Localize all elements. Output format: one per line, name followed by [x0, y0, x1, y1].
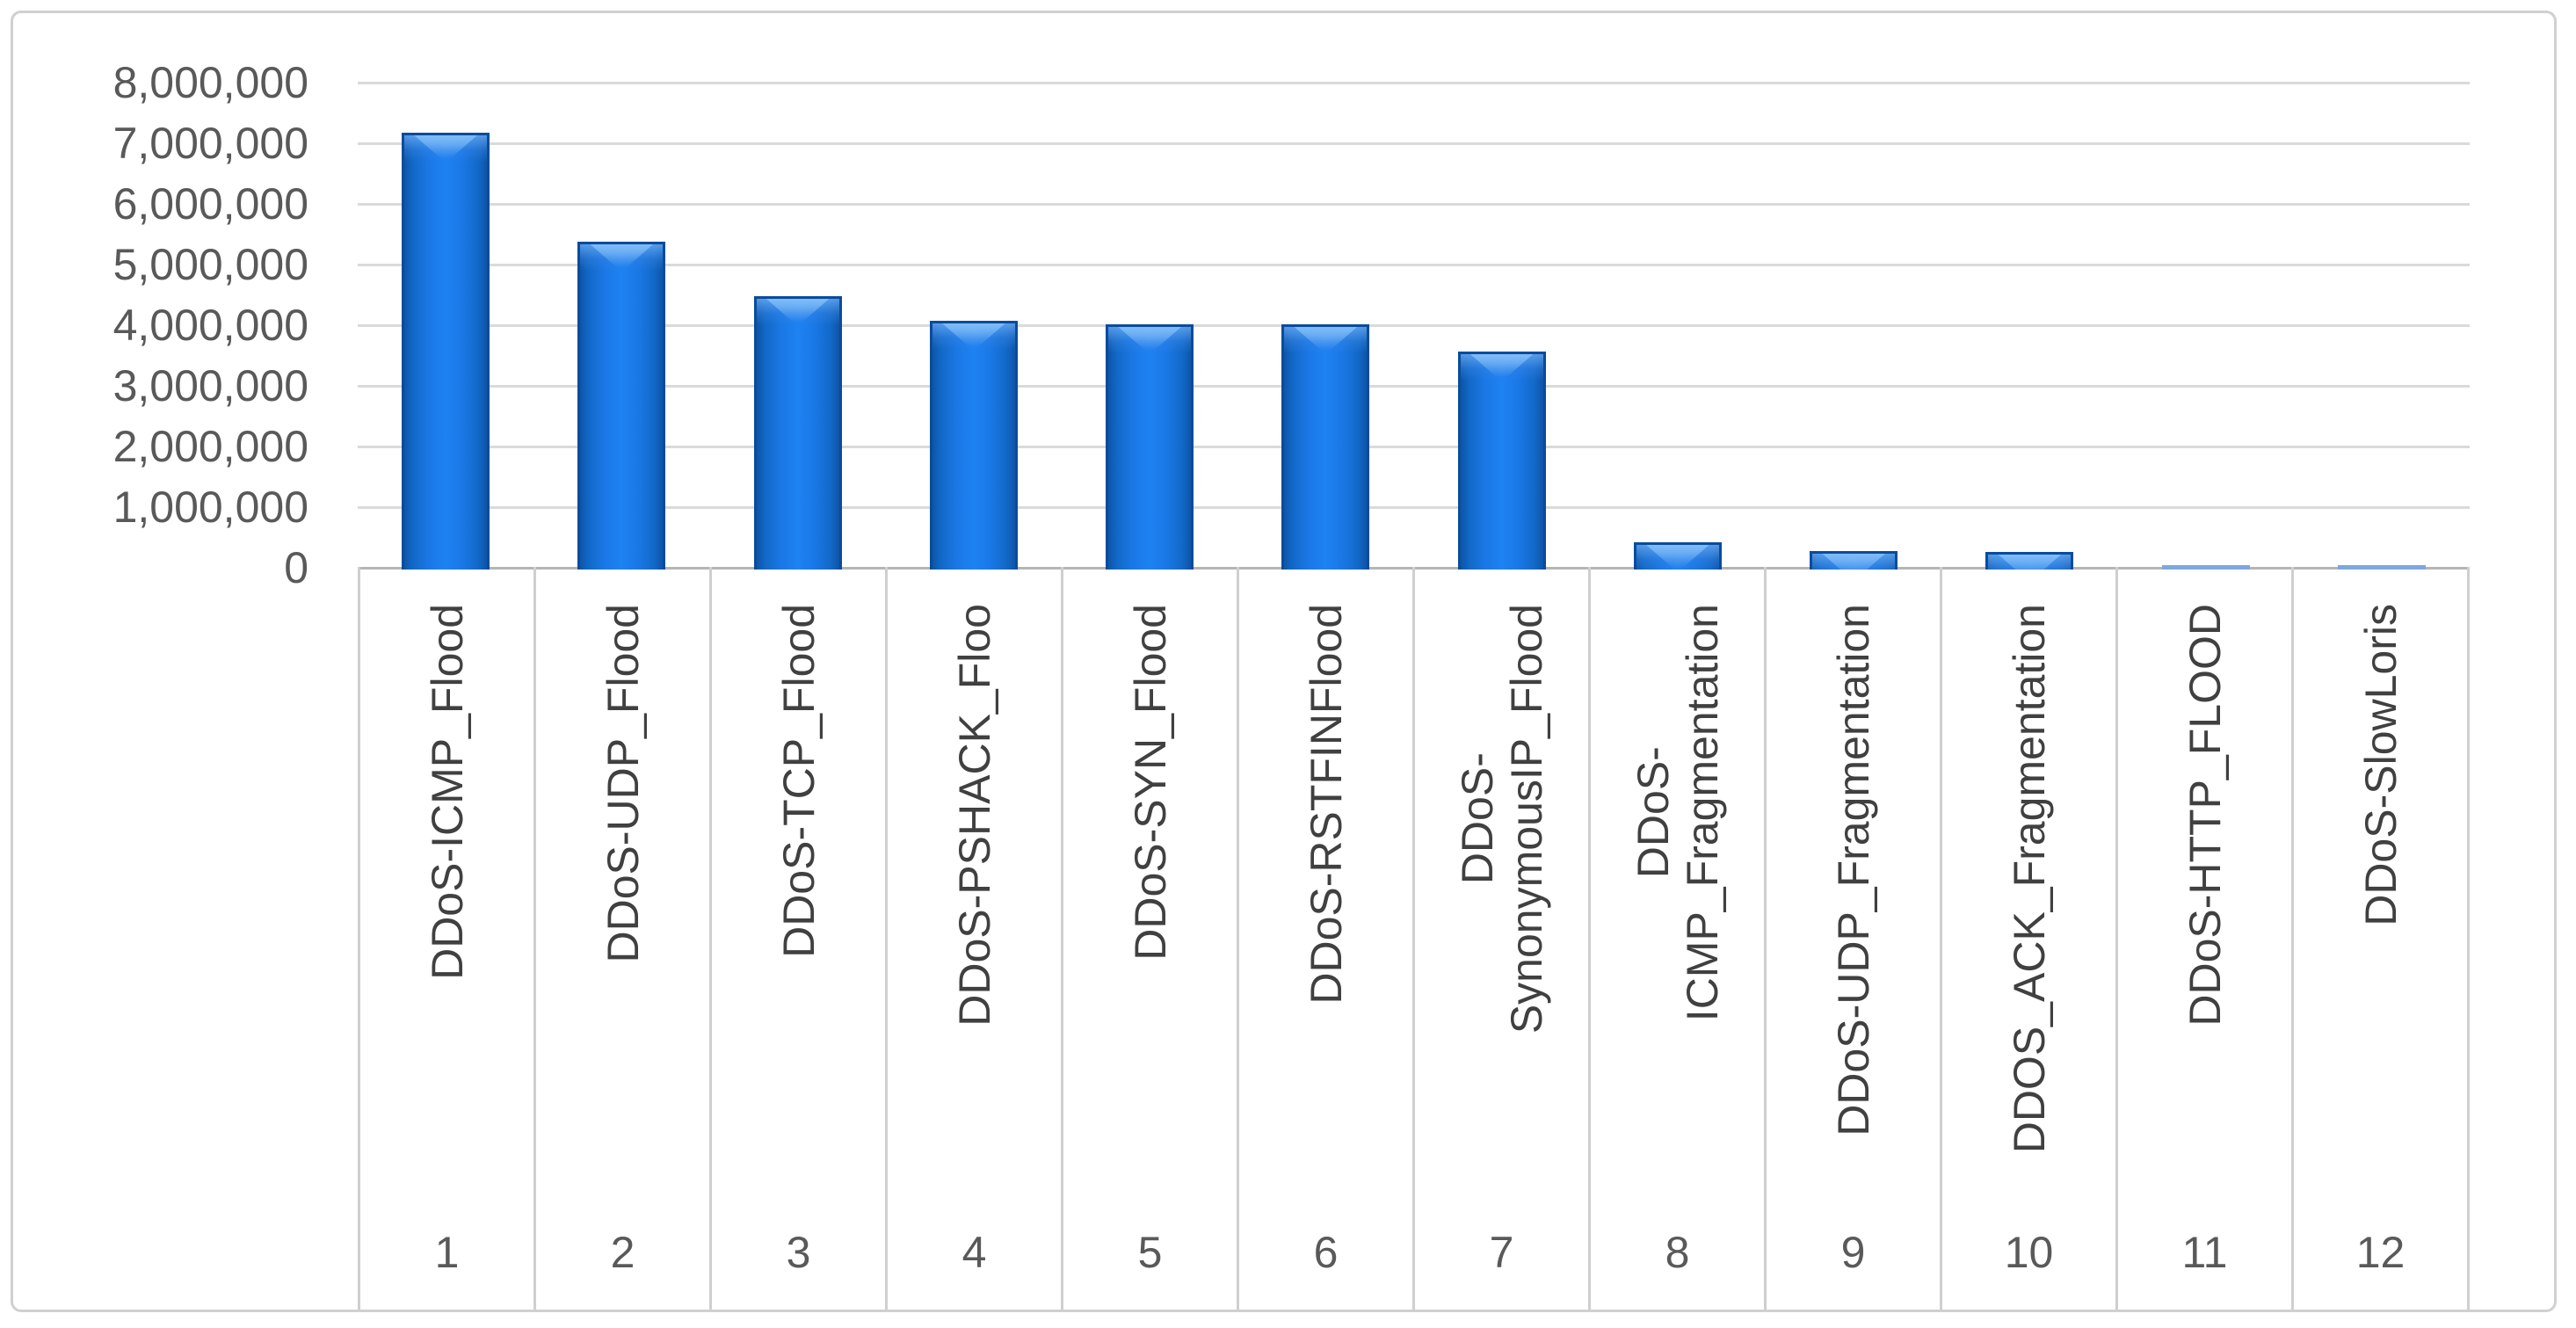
bar-10 — [1985, 552, 2074, 570]
bar-column — [1766, 13, 1941, 570]
category-label: DDoS-SYN_Flood — [1125, 604, 1175, 961]
y-tick-label: 1,000,000 — [112, 482, 308, 532]
bar-column — [358, 13, 533, 570]
y-tick-label: 2,000,000 — [112, 421, 308, 471]
bar-4 — [929, 321, 1018, 570]
bar-column — [2294, 13, 2470, 570]
bar-column — [886, 13, 1062, 570]
category-cell-12: DDoS-SlowLoris 12 — [2294, 567, 2470, 1310]
category-index: 11 — [2181, 1228, 2228, 1277]
category-cell-1: DDoS-ICMP_Flood 1 — [358, 567, 536, 1310]
y-tick-label: 4,000,000 — [112, 300, 308, 350]
category-index: 8 — [1665, 1228, 1690, 1277]
y-tick-label: 6,000,000 — [112, 178, 308, 229]
bar-3 — [753, 296, 842, 570]
y-tick-label: 7,000,000 — [112, 118, 308, 168]
category-axis-table: DDoS-ICMP_Flood 1 DDoS-UDP_Flood 2 DDoS-TCP_… — [358, 567, 2470, 1310]
category-cell-8: DDoS- ICMP_Fragmentation 8 — [1591, 567, 1767, 1310]
bar-1 — [402, 133, 490, 570]
bar-11 — [2161, 565, 2250, 570]
y-tick-label: 5,000,000 — [112, 239, 308, 289]
bar-column — [533, 13, 709, 570]
category-label: DDoS-UDP_Fragmentation — [1828, 604, 1878, 1136]
gridline — [358, 82, 2470, 84]
gridline — [358, 385, 2470, 388]
bar-5 — [1106, 324, 1194, 570]
category-label: DDoS-HTTP_FLOOD — [2180, 604, 2230, 1027]
y-tick-label: 3,000,000 — [112, 360, 308, 410]
bar-column — [1237, 13, 1413, 570]
category-label: DDoS-PSHACK_Floo — [949, 604, 999, 1027]
category-cell-4: DDoS-PSHACK_Floo 4 — [888, 567, 1063, 1310]
category-label: DDoS-ICMP_Flood — [422, 604, 472, 980]
category-index: 2 — [610, 1228, 635, 1277]
gridline — [358, 324, 2470, 327]
category-label: DDoS- SynonymousIP_Flood — [1452, 604, 1551, 1034]
bar-column — [1590, 13, 1766, 570]
bar-column — [710, 13, 886, 570]
gridline — [358, 264, 2470, 266]
bars-layer — [358, 13, 2470, 570]
category-index: 7 — [1489, 1228, 1514, 1277]
bar-8 — [1633, 542, 1722, 570]
y-tick-label: 8,000,000 — [112, 57, 308, 107]
category-cell-11: DDoS-HTTP_FLOOD 11 — [2118, 567, 2294, 1310]
bar-column — [1414, 13, 1590, 570]
bar-7 — [1457, 352, 1546, 570]
gridline — [358, 203, 2470, 206]
bar-6 — [1281, 324, 1370, 570]
category-label: DDoS-UDP_Flood — [598, 604, 648, 963]
category-index: 4 — [961, 1228, 987, 1277]
chart-frame: 8,000,000 7,000,000 6,000,000 5,000,000 4,00… — [11, 11, 2557, 1312]
category-cell-3: DDoS-TCP_Flood 3 — [712, 567, 888, 1310]
bar-9 — [1810, 551, 1898, 570]
bar-column — [1941, 13, 2117, 570]
category-label: DDoS-TCP_Flood — [773, 604, 824, 958]
category-cell-9: DDoS-UDP_Fragmentation 9 — [1767, 567, 1942, 1310]
gridline — [358, 446, 2470, 448]
bar-2 — [577, 242, 666, 570]
gridline — [358, 142, 2470, 145]
category-index: 1 — [434, 1228, 460, 1277]
category-index: 5 — [1137, 1228, 1163, 1277]
category-cell-6: DDoS-RSTFINFlood 6 — [1239, 567, 1415, 1310]
category-label: DDoS- ICMP_Fragmentation — [1628, 604, 1727, 1022]
category-cell-7: DDoS- SynonymousIP_Flood 7 — [1415, 567, 1591, 1310]
bar-12 — [2337, 565, 2426, 570]
bar-column — [1062, 13, 1237, 570]
category-cell-10: DDOS_ACK_Fragmentation 10 — [1942, 567, 2118, 1310]
gridline — [358, 506, 2470, 509]
category-label: DDOS_ACK_Fragmentation — [2004, 604, 2054, 1154]
category-index: 12 — [2355, 1228, 2405, 1277]
y-tick-label: 0 — [284, 542, 308, 592]
category-cell-2: DDoS-UDP_Flood 2 — [536, 567, 712, 1310]
category-index: 10 — [2004, 1228, 2054, 1277]
bar-column — [2118, 13, 2294, 570]
category-index: 9 — [1840, 1228, 1866, 1277]
category-index: 3 — [786, 1228, 811, 1277]
category-label: DDoS-RSTFINFlood — [1301, 604, 1351, 1005]
category-cell-5: DDoS-SYN_Flood 5 — [1063, 567, 1239, 1310]
category-index: 6 — [1313, 1228, 1339, 1277]
category-label: DDoS-SlowLoris — [2355, 604, 2405, 926]
